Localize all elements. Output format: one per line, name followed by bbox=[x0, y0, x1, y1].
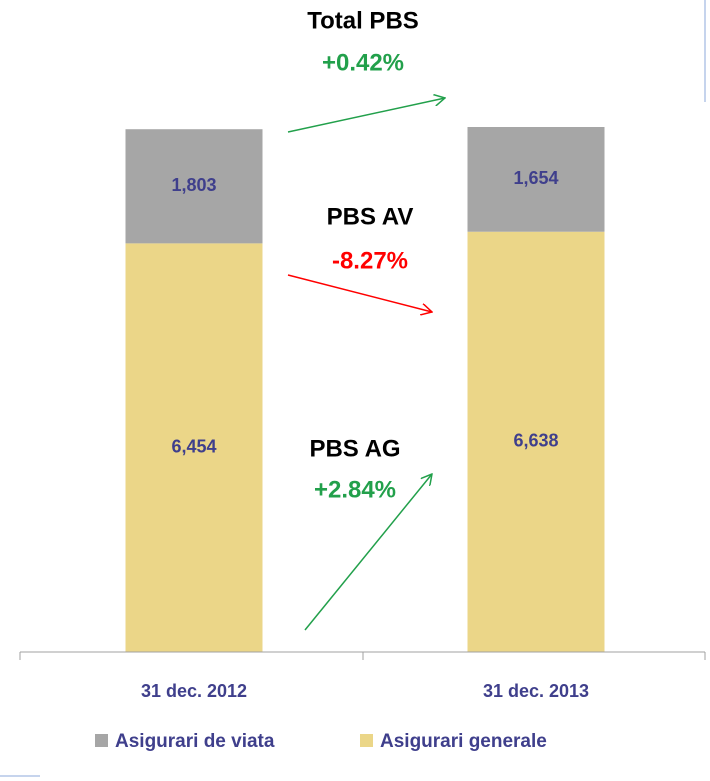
arrow bbox=[287, 274, 432, 312]
legend-swatch bbox=[95, 734, 108, 747]
x-tick-label: 31 dec. 2013 bbox=[483, 681, 589, 701]
annotation-change: -8.27% bbox=[332, 247, 408, 274]
data-label: 1,654 bbox=[513, 168, 558, 188]
annotation-title: PBS AV bbox=[327, 203, 414, 230]
annotation-title: Total PBS bbox=[307, 7, 419, 34]
bar-segment bbox=[125, 243, 263, 652]
annotation-change: +0.42% bbox=[322, 49, 404, 76]
bar-segment bbox=[467, 231, 605, 652]
data-label: 6,638 bbox=[513, 431, 558, 451]
data-label: 6,454 bbox=[171, 436, 216, 456]
arrow bbox=[287, 98, 445, 133]
x-tick-label: 31 dec. 2012 bbox=[141, 681, 247, 701]
data-label: 1,803 bbox=[171, 175, 216, 195]
legend-label: Asigurari generale bbox=[380, 731, 547, 752]
legend-swatch bbox=[360, 734, 373, 747]
legend-label: Asigurari de viata bbox=[115, 731, 275, 752]
bar-segment bbox=[467, 127, 605, 232]
bar-segment bbox=[125, 129, 263, 244]
annotation-title: PBS AG bbox=[309, 435, 400, 462]
arrow bbox=[304, 474, 432, 631]
annotation-change: +2.84% bbox=[314, 476, 396, 503]
